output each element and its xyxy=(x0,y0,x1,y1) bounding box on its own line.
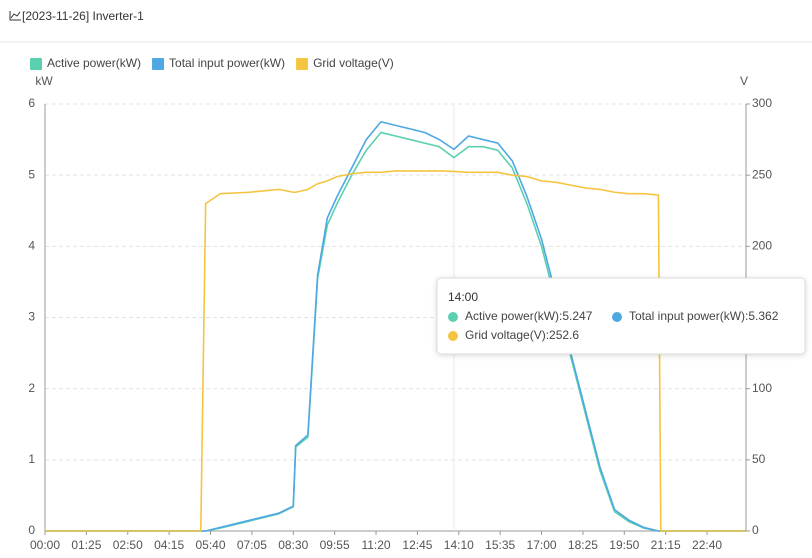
x-tick-label: 11:20 xyxy=(361,538,390,552)
tooltip-dot xyxy=(612,312,622,322)
x-tick-label: 21:15 xyxy=(651,538,681,552)
y-tick-label: 0 xyxy=(28,523,35,537)
x-tick-label: 07:05 xyxy=(237,538,267,552)
x-tick-label: 19:50 xyxy=(609,538,639,552)
legend-swatch xyxy=(296,58,309,70)
tooltip-dot xyxy=(448,331,458,341)
legend-swatch xyxy=(152,58,165,70)
tooltip: 14:00 Active power(kW):5.247 Total input p… xyxy=(436,277,806,355)
x-tick-label: 15:35 xyxy=(485,538,515,552)
x-tick-label: 09:55 xyxy=(320,538,350,552)
legend-label: Active power(kW) xyxy=(47,56,141,70)
series-line xyxy=(45,120,746,532)
series-line xyxy=(45,170,746,532)
tooltip-dot xyxy=(448,312,458,322)
y-tick-label: 3 xyxy=(28,310,35,324)
y-tick-label: 6 xyxy=(28,96,35,110)
y2-tick-label: 100 xyxy=(752,381,772,395)
y-tick-label: 4 xyxy=(28,239,35,253)
x-tick-label: 02:50 xyxy=(113,538,143,552)
x-tick-label: 14:10 xyxy=(444,538,474,552)
legend-label: Grid voltage(V) xyxy=(313,56,394,70)
y-axis-label: kW xyxy=(35,74,53,88)
legend-label: Total input power(kW) xyxy=(169,56,285,70)
x-tick-label: 04:15 xyxy=(154,538,184,552)
x-tick-label: 12:45 xyxy=(402,538,432,552)
y2-tick-label: 0 xyxy=(752,523,759,537)
tooltip-item: Total input power(kW):5.362 xyxy=(629,309,779,323)
y2-tick-label: 200 xyxy=(752,239,772,253)
x-tick-label: 17:00 xyxy=(527,538,557,552)
x-tick-label: 08:30 xyxy=(278,538,308,552)
legend-swatch xyxy=(30,58,42,70)
header-icon xyxy=(9,11,21,21)
x-tick-label: 01:25 xyxy=(71,538,101,552)
y2-tick-label: 300 xyxy=(752,96,772,110)
y2-tick-label: 50 xyxy=(752,452,766,466)
y-tick-label: 5 xyxy=(28,167,35,181)
tooltip-item: Grid voltage(V):252.6 xyxy=(465,328,579,342)
x-tick-label: 22:40 xyxy=(692,538,722,552)
y2-tick-label: 250 xyxy=(752,167,772,181)
header-title: [2023-11-26] Inverter-1 xyxy=(22,9,144,23)
x-tick-label: 18:25 xyxy=(568,538,598,552)
x-tick-label: 05:40 xyxy=(195,538,225,552)
tooltip-item: Active power(kW):5.247 xyxy=(465,309,593,323)
tooltip-title: 14:00 xyxy=(448,290,478,304)
x-tick-label: 00:00 xyxy=(30,538,60,552)
y2-axis-label: V xyxy=(740,74,748,88)
y-tick-label: 1 xyxy=(28,452,35,466)
y-tick-label: 2 xyxy=(28,381,35,395)
